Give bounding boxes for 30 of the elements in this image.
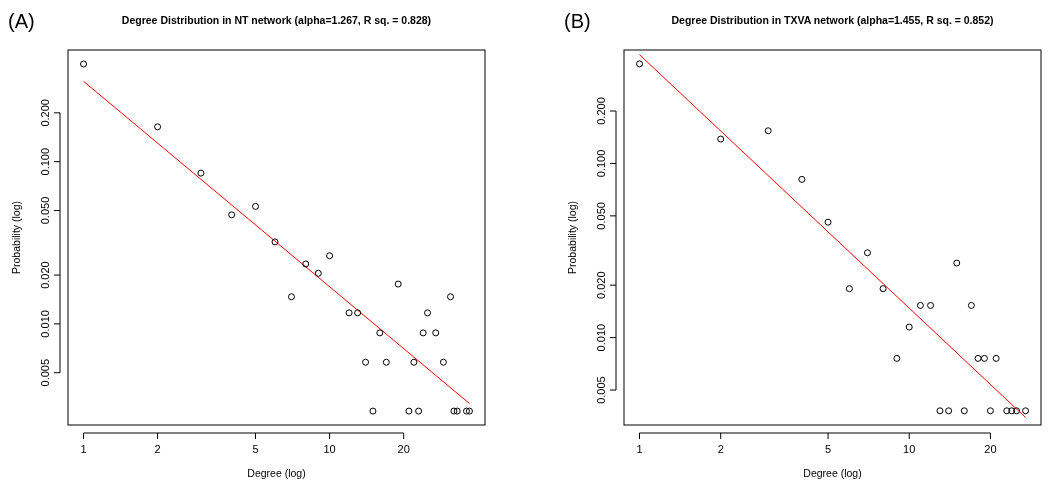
text: (A) — [8, 10, 35, 32]
x-tick-label: 10 — [323, 443, 336, 455]
y-tick-label: 0.010 — [595, 323, 607, 352]
x-tick-label: 5 — [824, 443, 832, 455]
x-axis-title: Degree (log) — [803, 467, 862, 479]
x-axis-title: Degree (log) — [247, 467, 306, 479]
y-axis-title: Probability (log) — [566, 201, 578, 274]
x-tick-label: 5 — [252, 443, 259, 455]
y-tick-label: 0.200 — [39, 99, 51, 127]
x-tick-label: 2 — [154, 443, 161, 455]
y-axis-title: Probability (log) — [10, 201, 22, 274]
y-tick-label: 0.050 — [39, 196, 51, 225]
y-tick-label: 0.020 — [595, 271, 607, 299]
y-tick-label: 0.100 — [595, 149, 607, 178]
y-tick-label: 0.100 — [39, 147, 51, 176]
y-tick-label: 0.005 — [39, 358, 51, 387]
x-tick-label: 2 — [717, 443, 724, 455]
chart-title: Degree Distribution in TXVA network (alpha=1.455, R sq. = 0.852) — [671, 14, 994, 26]
y-tick-label: 0.010 — [39, 310, 51, 338]
x-tick-label: 1 — [80, 443, 87, 455]
chart-title: Degree Distribution in NT network (alpha=1.267, R sq. = 0.828) — [121, 14, 432, 26]
x-tick-label: 10 — [903, 443, 916, 455]
text: (B) — [564, 10, 591, 32]
y-tick-label: 0.200 — [595, 97, 607, 125]
y-tick-label: 0.005 — [595, 376, 607, 404]
y-tick-label: 0.050 — [595, 202, 607, 230]
x-tick-label: 1 — [636, 443, 643, 455]
x-tick-label: 20 — [397, 443, 410, 455]
x-tick-label: 20 — [984, 443, 997, 455]
y-tick-label: 0.020 — [39, 261, 51, 289]
